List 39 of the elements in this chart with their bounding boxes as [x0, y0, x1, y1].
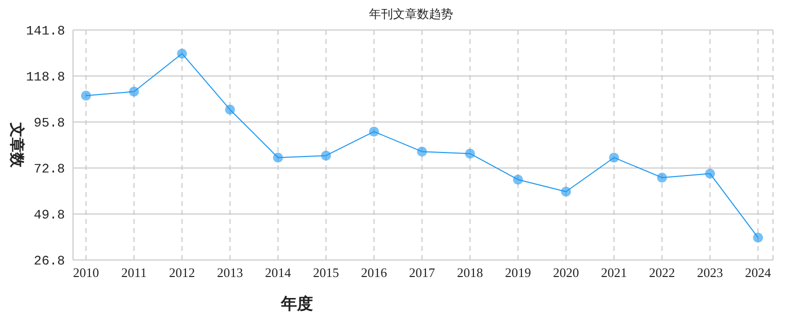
chart-title: 年刊文章数趋势	[369, 7, 453, 21]
x-tick-label: 2019	[505, 265, 531, 280]
point	[657, 172, 667, 183]
y-tick-label: 72.8	[34, 162, 65, 177]
point	[177, 48, 187, 59]
x-tick-label: 2012	[169, 265, 195, 280]
x-tick-label: 2014	[265, 265, 292, 280]
point	[417, 146, 427, 157]
x-tick-label: 2013	[217, 265, 243, 280]
x-tick-label: 2016	[361, 265, 388, 280]
x-tick-label: 2023	[697, 265, 723, 280]
x-axis-title: 年度	[280, 294, 313, 313]
x-tick-label: 2018	[457, 265, 483, 280]
x-tick-label: 2017	[409, 265, 436, 280]
x-tick-label: 2021	[601, 265, 627, 280]
x-tick-label: 2024	[745, 265, 772, 280]
x-tick-label: 2010	[73, 265, 99, 280]
point	[225, 104, 235, 115]
point	[129, 86, 139, 97]
point	[609, 152, 619, 163]
y-tick-label: 141.8	[26, 24, 65, 39]
point	[81, 90, 91, 101]
x-tick-label: 2020	[553, 265, 579, 280]
point	[705, 168, 715, 179]
y-axis-title: 文章数	[8, 122, 26, 168]
x-tick-label: 2022	[649, 265, 675, 280]
x-tick-label: 2015	[313, 265, 339, 280]
point	[273, 152, 283, 163]
point	[465, 148, 475, 159]
y-tick-label: 49.8	[34, 208, 65, 223]
y-tick-label: 95.8	[34, 116, 65, 131]
y-tick-label: 26.8	[34, 254, 65, 269]
y-tick-label: 118.8	[26, 70, 65, 85]
point	[513, 174, 523, 185]
point	[753, 232, 763, 243]
point	[321, 150, 331, 161]
x-tick-label: 2011	[121, 265, 147, 280]
point	[369, 126, 379, 137]
point	[561, 186, 571, 197]
